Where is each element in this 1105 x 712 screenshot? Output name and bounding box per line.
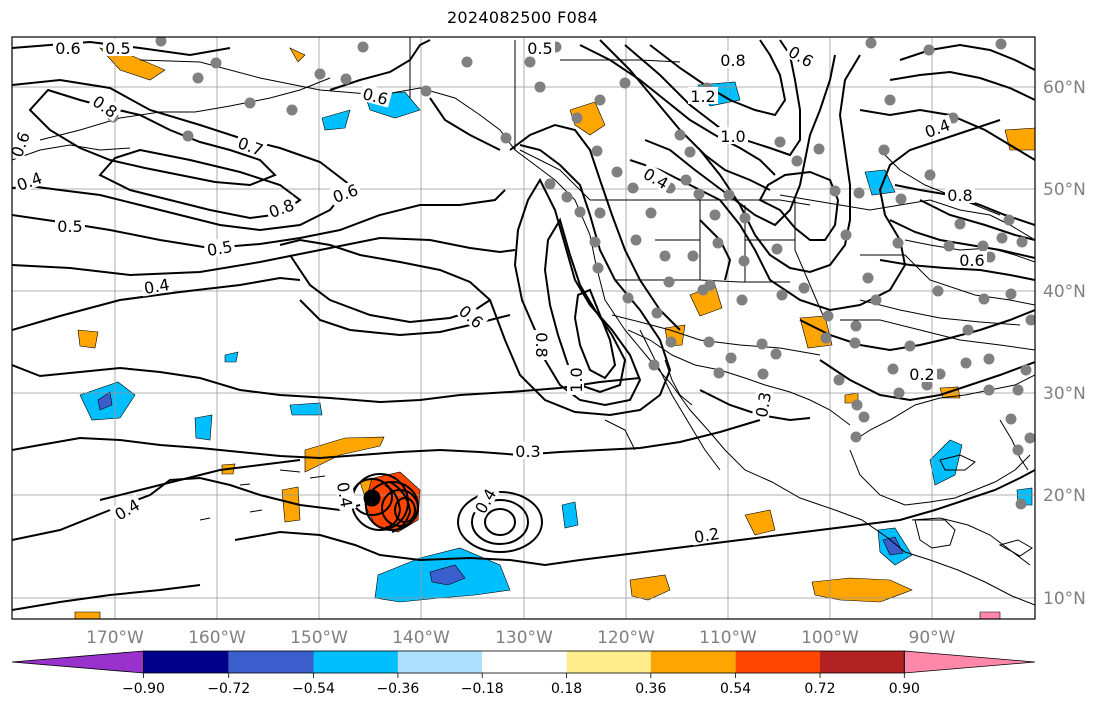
colorbar-swatch xyxy=(482,651,567,673)
shade-blue xyxy=(321,109,351,131)
contour-label: 1.2 xyxy=(690,87,715,106)
map-title: 2024082500 F084 xyxy=(446,8,599,27)
colorbar-swatch xyxy=(11,650,144,674)
contour-label: 0.3 xyxy=(515,442,540,461)
colorbar-outline xyxy=(143,650,905,674)
colorbar-swatch xyxy=(143,651,229,673)
contour-lines xyxy=(12,39,1035,611)
lon-label: 110°W xyxy=(699,628,757,648)
shade-orange xyxy=(811,577,913,603)
contour-label: 0.8 xyxy=(947,186,972,205)
storm-center-marker xyxy=(363,489,381,507)
lon-label: 130°W xyxy=(495,628,553,648)
colorbar-tick-label: −0.54 xyxy=(292,681,335,697)
colorbar-tick-label: 0.54 xyxy=(720,681,751,697)
contour-label: 0.2 xyxy=(693,524,721,547)
colorbar-swatch xyxy=(903,650,1036,674)
colorbar-swatch xyxy=(650,651,736,673)
colorbar-tick-label: 0.72 xyxy=(804,681,835,697)
shade-orange xyxy=(77,329,99,349)
colorbar: −0.90 −0.72 −0.54 −0.36 −0.18 0.18 0.36 0.54 0.7… xyxy=(11,650,1036,697)
lon-label: 90°W xyxy=(909,628,956,648)
shade-blue xyxy=(289,402,323,416)
colorbar-tick-label: −0.36 xyxy=(376,681,419,697)
contour-label: 0.3 xyxy=(752,391,775,419)
hurricane-core xyxy=(384,481,412,533)
contour-label: 0.5 xyxy=(57,217,82,236)
shade-orange xyxy=(289,47,306,63)
lat-label: 10°N xyxy=(1043,589,1086,609)
contour-label: 0.5 xyxy=(527,39,552,58)
contour-label: 0.6 xyxy=(55,39,80,58)
contour-label: 0.5 xyxy=(206,237,234,260)
contour-label: 0.4 xyxy=(143,275,171,298)
colorbar-tick-label: −0.72 xyxy=(207,681,250,697)
shade-purple-blue xyxy=(429,564,466,586)
lon-label: 120°W xyxy=(597,628,655,648)
colorbar-swatch xyxy=(397,651,483,673)
colorbar-swatches xyxy=(11,650,1036,674)
contour-labels: 0.6 0.5 0.50.80.60.60.70.40.50.80.60.50.40… xyxy=(12,39,987,547)
coastlines xyxy=(12,37,1035,606)
lon-label: 160°W xyxy=(188,628,246,648)
shade-orange xyxy=(1004,127,1035,151)
contour-label: 0.5 xyxy=(105,39,130,58)
map-frame xyxy=(11,36,1036,620)
lat-label: 40°N xyxy=(1043,282,1086,302)
colorbar-swatch xyxy=(820,651,905,673)
shade-blue xyxy=(224,351,239,363)
shade-purple-blue xyxy=(97,391,113,411)
contour-label: 0.6 xyxy=(959,251,984,270)
lat-label: 50°N xyxy=(1043,180,1086,200)
contour-label: 1.0 xyxy=(567,367,586,392)
shade-blue xyxy=(194,414,213,441)
shade-orange xyxy=(281,486,301,523)
lon-label: 150°W xyxy=(290,628,348,648)
lat-label: 30°N xyxy=(1043,384,1086,404)
shade-orange xyxy=(304,436,385,473)
colorbar-ticks: −0.90 −0.72 −0.54 −0.36 −0.18 0.18 0.36 0.54 0.7… xyxy=(122,673,920,697)
shade-orange xyxy=(629,574,671,601)
contour-label: 0.4 xyxy=(333,481,356,509)
contour-label: 0.8 xyxy=(720,51,745,70)
lat-label: 20°N xyxy=(1043,486,1086,506)
shade-orange xyxy=(979,611,1001,619)
lon-label: 170°W xyxy=(86,628,144,648)
lat-label: 60°N xyxy=(1043,78,1086,98)
latitude-axis: 60°N 50°N 40°N 30°N 20°N 10°N xyxy=(1043,78,1086,609)
colorbar-swatch xyxy=(566,651,651,673)
longitude-axis: 170°W 160°W 150°W 140°W 130°W 120°W 110°… xyxy=(86,628,956,648)
colorbar-swatch xyxy=(735,651,820,673)
colorbar-tick-label: 0.18 xyxy=(551,681,582,697)
colorbar-tick-label: −0.90 xyxy=(122,681,165,697)
colorbar-tick-label: 0.90 xyxy=(889,681,920,697)
shade-purple-blue xyxy=(882,536,904,556)
lon-label: 140°W xyxy=(392,628,450,648)
contour-label: 0.2 xyxy=(909,365,934,384)
shade-orange xyxy=(74,611,101,619)
shade-blue xyxy=(561,501,579,529)
contour-label: 0.8 xyxy=(532,332,551,357)
colorbar-tick-label: −0.18 xyxy=(461,681,504,697)
contour-label: 1.0 xyxy=(720,127,745,146)
colorbar-swatch xyxy=(313,651,398,673)
lon-label: 100°W xyxy=(801,628,859,648)
shade-orange xyxy=(744,509,776,536)
colorbar-tick-label: 0.36 xyxy=(635,681,666,697)
shade-blue xyxy=(929,439,963,486)
colorbar-swatch xyxy=(228,651,314,673)
